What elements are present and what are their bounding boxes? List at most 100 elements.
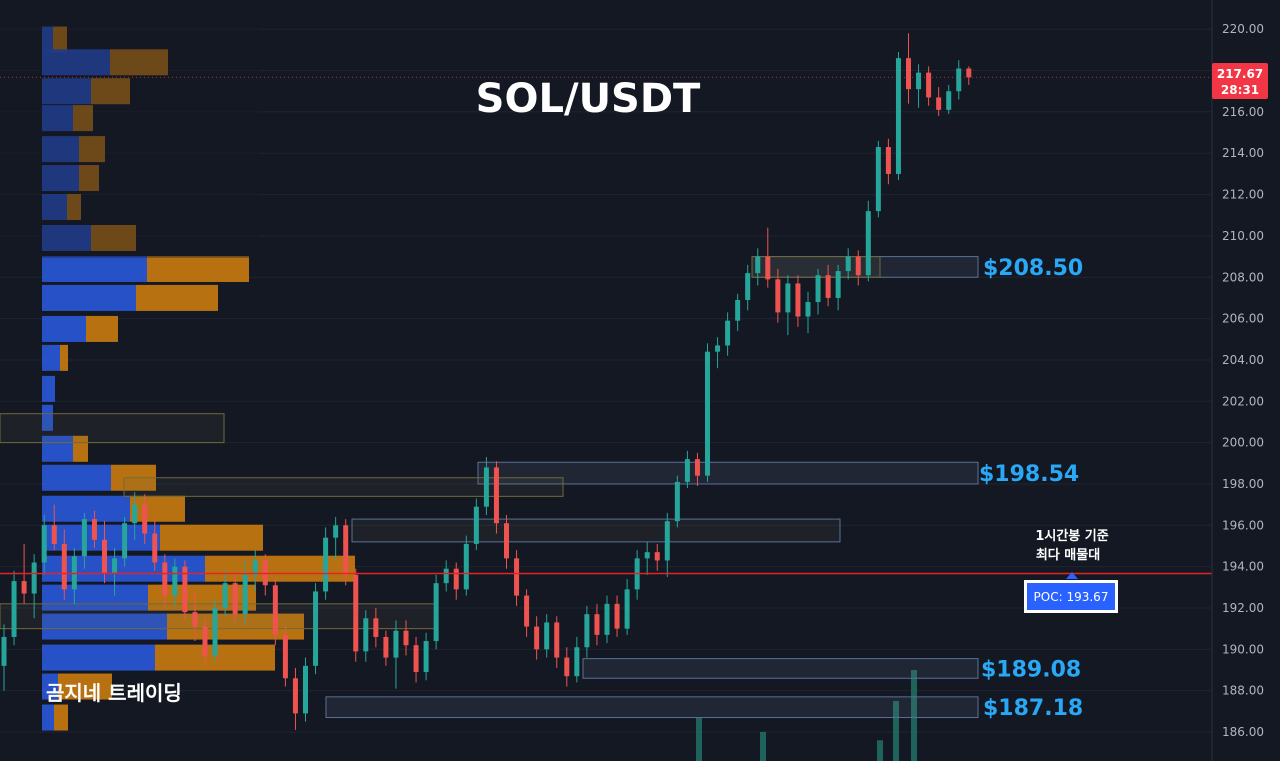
candle-body — [152, 533, 158, 563]
vp-buy-bar — [42, 673, 58, 700]
poc-note-line1: 1시간봉 기준 — [1035, 528, 1108, 544]
candle-body — [112, 558, 118, 573]
candle-body — [785, 283, 791, 313]
candle-body — [946, 91, 952, 110]
y-tick-label: 188.00 — [1222, 684, 1264, 698]
y-tick-label: 192.00 — [1222, 601, 1264, 615]
candle-body — [594, 614, 600, 635]
candle-body — [373, 618, 379, 637]
y-tick-label: 204.00 — [1222, 353, 1264, 367]
candle-body — [604, 603, 610, 635]
candle-body — [735, 299, 741, 321]
candle-body — [433, 583, 439, 642]
vp-buy-bar — [42, 644, 155, 671]
vp-buy-bar — [42, 78, 91, 105]
zone-box — [325, 696, 979, 719]
candle-body — [363, 618, 369, 652]
candle-body — [725, 320, 731, 346]
candle-body — [252, 560, 258, 575]
candle-body — [654, 552, 660, 561]
vp-sell-bar — [86, 315, 118, 342]
candle-body — [674, 481, 680, 522]
candle-body — [644, 552, 650, 559]
candle-body — [423, 641, 429, 673]
candle-body — [855, 256, 861, 276]
vp-buy-bar — [42, 704, 54, 731]
candle-body — [493, 467, 499, 524]
candle-body — [936, 97, 942, 110]
candle-body — [383, 636, 389, 658]
y-tick-label: 186.00 — [1222, 725, 1264, 739]
candle-body — [222, 583, 228, 608]
candle-body — [483, 467, 489, 507]
candle-body — [132, 504, 138, 524]
vp-sell-bar — [79, 165, 99, 192]
vp-buy-bar — [42, 344, 60, 371]
candle-body — [684, 459, 690, 482]
y-tick-label: 198.00 — [1222, 477, 1264, 491]
candle-body — [413, 645, 419, 673]
zone-label: $187.18 — [983, 696, 1083, 721]
candle-body — [323, 537, 329, 592]
vp-buy-bar — [42, 224, 91, 251]
y-tick-label: 214.00 — [1222, 146, 1264, 160]
candle-body — [21, 581, 27, 594]
candle-body — [192, 612, 198, 627]
candle-body — [473, 506, 479, 544]
vp-buy-bar — [42, 165, 79, 192]
watermark-text: 곰지네 트레이딩 — [46, 681, 182, 705]
volume-bar — [911, 669, 917, 761]
volume-bar — [877, 740, 883, 761]
y-tick-label: 212.00 — [1222, 188, 1264, 202]
candle-body — [956, 68, 962, 92]
price-axis[interactable]: 186.00 188.00 190.00 192.00 194.00 196.00 198.… — [1211, 0, 1264, 761]
vp-sell-bar — [54, 704, 68, 731]
candle-body — [564, 657, 570, 677]
vp-sell-bar — [130, 495, 185, 522]
vp-sell-bar — [79, 136, 105, 163]
candle-body — [805, 302, 811, 317]
vp-sell-bar — [53, 26, 67, 53]
vp-buy-bar — [42, 404, 53, 431]
zone-box — [582, 658, 979, 679]
candle-body — [584, 614, 590, 648]
volume-bar — [696, 717, 702, 761]
candle-body — [524, 595, 530, 627]
vp-dim-overlay — [0, 0, 260, 258]
vp-sell-bar — [91, 78, 130, 105]
vp-buy-bar — [42, 555, 205, 582]
candle-body — [313, 591, 319, 666]
value-box — [0, 413, 225, 444]
vp-sell-bar — [67, 193, 81, 220]
vp-buy-bar — [42, 26, 53, 53]
value-box — [123, 477, 564, 497]
vp-buy-bar — [42, 49, 110, 76]
vp-buy-bar — [42, 524, 160, 551]
y-tick-label: 220.00 — [1222, 22, 1264, 36]
candle-body — [142, 504, 148, 534]
candle-body — [694, 459, 700, 476]
poc-label-box: POC: 193.67 — [1024, 572, 1118, 613]
y-tick-label: 194.00 — [1222, 560, 1264, 574]
candle-body — [544, 622, 550, 650]
candle-body — [31, 562, 37, 594]
candle-body — [463, 543, 469, 590]
candle-body — [845, 256, 851, 272]
candle-body — [534, 626, 540, 650]
volume-spikes — [696, 669, 917, 761]
vp-buy-bar — [42, 435, 73, 462]
vp-sell-bar — [205, 555, 355, 582]
vp-buy-bar — [42, 613, 167, 640]
y-tick-label: 190.00 — [1222, 642, 1264, 656]
candle-body — [835, 271, 841, 298]
candle-body — [775, 279, 781, 313]
value-box — [0, 603, 438, 630]
candle-body — [1, 636, 7, 666]
vp-sell-bar — [147, 255, 249, 282]
vp-sell-bar — [136, 284, 218, 311]
value-box — [351, 518, 841, 543]
candle-body — [41, 525, 47, 563]
vp-sell-bar — [60, 344, 68, 371]
volume-bar — [893, 700, 899, 761]
